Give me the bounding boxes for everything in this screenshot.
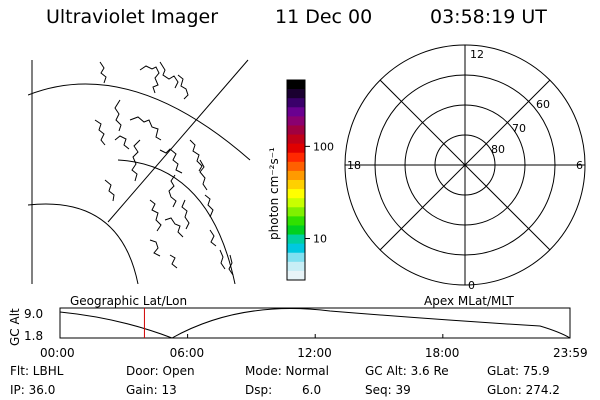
altitude-ylabel: GC Alt (8, 308, 22, 346)
footer-door: Door: Open (126, 364, 195, 378)
polar-plot-label: Apex MLat/MLT (424, 294, 514, 308)
altitude-xtick-label: 06:00 (170, 346, 205, 360)
altitude-xtick-label: 18:00 (425, 346, 460, 360)
altitude-curve (59, 308, 571, 339)
colorbar-cell (287, 225, 305, 236)
colorbar-cell (287, 270, 305, 281)
colorbar-cell (287, 261, 305, 272)
footer-glon: GLon: 274.2 (487, 383, 560, 397)
page-title: Ultraviolet Imager (46, 6, 219, 28)
footer-filter: Flt: LBHL (10, 364, 64, 378)
map-lat-circle-inner (28, 203, 139, 284)
colorbar-cell (287, 170, 305, 181)
colorbar-cell (287, 180, 305, 190)
altitude-ytick-low: 1.8 (24, 329, 43, 343)
colorbar-cell (287, 198, 305, 208)
header-date: 11 Dec 00 (275, 6, 373, 28)
colorbar: 100 10 photon cm⁻²s⁻¹ (267, 79, 334, 281)
colorbar-cell (287, 189, 305, 199)
geo-map-label: Geographic Lat/Lon (70, 294, 187, 308)
altitude-ytick-high: 9.0 (24, 307, 43, 321)
altitude-xtick-label: 00:00 (40, 346, 75, 360)
polar-lat-60: 60 (536, 98, 550, 111)
polar-lat-70: 70 (512, 122, 526, 135)
footer-mode: Mode: Normal (245, 364, 329, 378)
map-lat-circle-mid (117, 159, 236, 284)
footer-gain: Gain: 13 (126, 383, 177, 397)
altitude-xtick-label: 23:59 (553, 346, 588, 360)
footer-glat: GLat: 75.9 (487, 364, 550, 378)
colorbar-tick-label: 100 (313, 140, 334, 153)
colorbar-cell (287, 107, 305, 117)
colorbar-cell (287, 143, 305, 154)
map-coastlines (94, 61, 234, 276)
colorbar-frame (286, 79, 306, 281)
colorbar-cell (287, 89, 305, 99)
colorbar-cell (287, 252, 305, 263)
footer-seq: Seq: 39 (365, 383, 411, 397)
colorbar-cell (287, 161, 305, 172)
altitude-xtick-label: 12:00 (297, 346, 332, 360)
colorbar-unit-label: photon cm⁻²s⁻¹ (267, 147, 281, 240)
altitude-plot: 00:00 06:00 12:00 18:00 23:59 GC Alt 9.0 1.8 (8, 307, 588, 360)
polar-mlt-18: 18 (347, 159, 361, 172)
polar-lat-80: 80 (491, 143, 505, 156)
polar-mlt-0: 0 (468, 279, 475, 292)
footer-dsp-label: Dsp: (245, 383, 273, 397)
footer-gc-alt: GC Alt: 3.6 Re (365, 364, 449, 378)
colorbar-cell (287, 152, 305, 163)
header-time: 03:58:19 UT (430, 6, 547, 28)
colorbar-cell (287, 116, 305, 126)
colorbar-cell (287, 216, 305, 226)
footer-dsp-value: 6.0 (302, 383, 322, 397)
colorbar-cell (287, 234, 305, 245)
map-diagonal-meridian (107, 59, 249, 223)
colorbar-cell (287, 207, 305, 217)
polar-mlt-12: 12 (470, 48, 484, 61)
footer-ip: IP: 36.0 (10, 383, 56, 397)
colorbar-cell (287, 98, 305, 108)
colorbar-cell (287, 80, 305, 90)
colorbar-tick-label: 10 (313, 233, 327, 246)
polar-diagonal-2 (379, 79, 551, 251)
colorbar-cell (287, 125, 305, 136)
colorbar-cell (287, 243, 305, 254)
polar-mlt-6: 6 (576, 159, 583, 172)
geographic-map (28, 59, 251, 284)
map-lat-circle-outer (28, 83, 251, 161)
polar-plot (344, 44, 586, 286)
colorbar-cell (287, 134, 305, 145)
